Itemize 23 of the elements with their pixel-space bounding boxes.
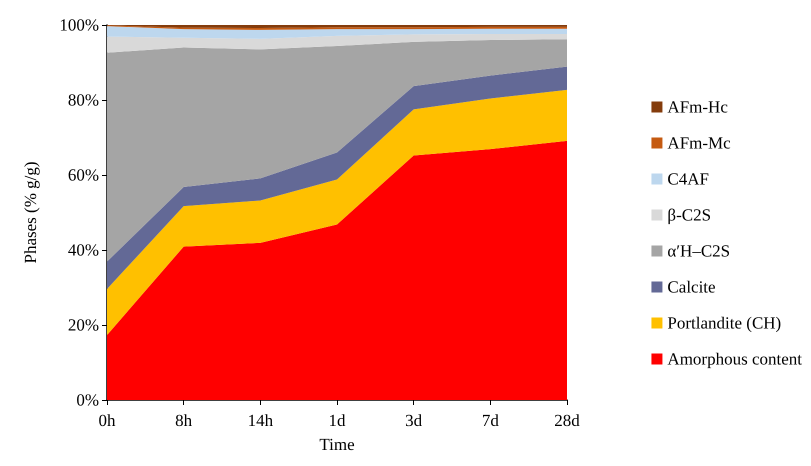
x-axis-title: Time <box>319 435 355 454</box>
legend-label: β-C2S <box>667 206 712 224</box>
x-tick-label: 28d <box>554 411 580 430</box>
legend-label: Portlandite (CH) <box>667 314 782 332</box>
x-tick-label: 1d <box>328 411 346 430</box>
y-tick-label: 80% <box>68 90 99 110</box>
y-tick-label: 20% <box>68 316 99 334</box>
legend-label: AFm-Mc <box>667 134 732 152</box>
x-tick-label: 14h <box>248 411 274 430</box>
legend-label: Calcite <box>667 278 716 296</box>
x-tick-label: 0h <box>98 411 116 430</box>
legend-label: C4AF <box>667 170 710 188</box>
y-axis-title: Phases (% g/g) <box>21 162 40 264</box>
x-tick-label: 8h <box>175 411 193 430</box>
legend-label: Amorphous content <box>667 350 802 368</box>
legend-label: AFm-Hc <box>667 98 728 116</box>
y-tick-label: 40% <box>68 240 99 260</box>
y-tick-label: 60% <box>68 166 99 184</box>
y-tick-label: 100% <box>59 16 99 34</box>
x-tick-label: 3d <box>405 411 423 430</box>
x-tick-label: 7d <box>482 411 500 430</box>
y-tick-label: 0% <box>76 390 99 410</box>
legend-label: α′H–C2S <box>667 242 730 260</box>
